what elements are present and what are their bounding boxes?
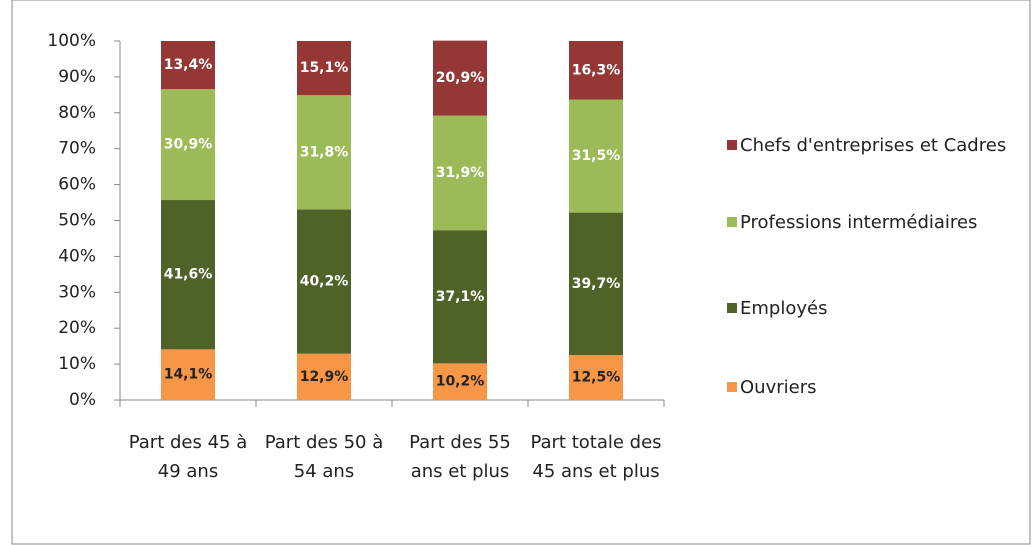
legend-label: Professions intermédiaires	[740, 212, 978, 233]
x-tick-label: Part des 50 à 54 ans	[264, 432, 384, 482]
chart-frame	[11, 0, 1031, 545]
y-tick-label: 30%	[58, 282, 96, 302]
bar-segment	[161, 41, 215, 90]
y-tick-label: 60%	[58, 175, 96, 195]
bar-segment	[297, 41, 351, 96]
legend-label: Ouvriers	[740, 377, 817, 398]
bar-segment	[297, 95, 351, 210]
data-label: 31,5%	[572, 148, 621, 164]
data-label: 15,1%	[300, 60, 349, 76]
data-label: 41,6%	[164, 267, 213, 283]
data-label: 31,9%	[436, 165, 485, 181]
legend-swatch	[727, 217, 737, 227]
legend-label: Chefs d'entreprises et Cadres	[740, 135, 1007, 156]
y-tick-label: 50%	[58, 211, 96, 231]
data-label: 13,4%	[164, 57, 213, 73]
x-tick-label: Part des 55 ans et plus	[409, 432, 511, 482]
bar-segment	[297, 209, 351, 354]
data-label: 16,3%	[572, 62, 621, 78]
data-label: 39,7%	[572, 276, 621, 292]
bar-segment	[161, 89, 215, 201]
legend-swatch	[727, 140, 737, 150]
y-tick-label: 10%	[58, 354, 96, 374]
data-label: 40,2%	[300, 274, 349, 290]
y-tick-label: 70%	[58, 139, 96, 159]
bar-segment	[297, 353, 351, 400]
y-tick-label: 20%	[58, 318, 96, 338]
x-tick-label: Part des 45 à 49 ans	[128, 432, 248, 482]
bar-segment	[161, 349, 215, 400]
bar-segment	[433, 115, 487, 231]
data-label: 20,9%	[436, 70, 485, 86]
legend-swatch	[727, 382, 737, 392]
bar-segment	[569, 355, 623, 400]
bar-segment	[569, 212, 623, 356]
data-label: 14,1%	[164, 367, 213, 383]
data-label: 37,1%	[436, 289, 485, 305]
data-label: 30,9%	[164, 137, 213, 153]
y-tick-label: 80%	[58, 103, 96, 123]
y-tick-label: 90%	[58, 67, 96, 87]
data-label: 12,9%	[300, 369, 349, 385]
x-tick-label: Part totale des 45 ans et plus	[530, 432, 662, 482]
data-label: 10,2%	[436, 374, 485, 390]
legend-label: Employés	[740, 298, 828, 319]
bar-segment	[569, 99, 623, 213]
y-tick-label: 40%	[58, 246, 96, 266]
legend-swatch	[727, 303, 737, 313]
bar-segment	[161, 200, 215, 350]
bar-segment	[433, 40, 487, 116]
data-label: 12,5%	[572, 370, 621, 386]
y-tick-label: 0%	[69, 390, 96, 410]
bar-segment	[569, 41, 623, 100]
bar-segment	[433, 230, 487, 364]
bar-segment	[433, 363, 487, 400]
data-label: 31,8%	[300, 144, 349, 160]
y-tick-label: 100%	[47, 31, 96, 51]
